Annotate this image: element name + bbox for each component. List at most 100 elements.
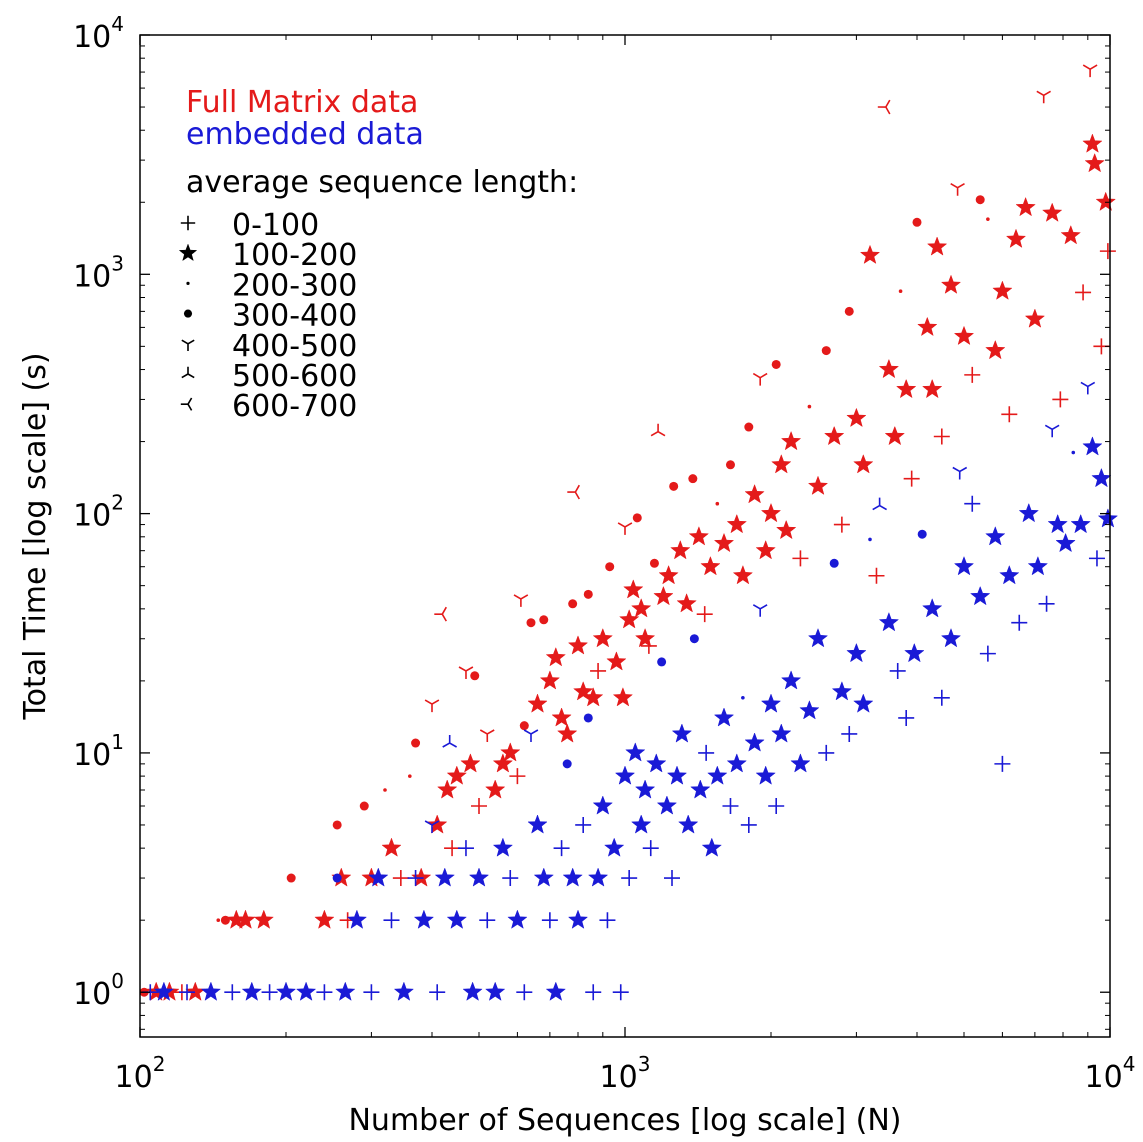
data-point-plus (1011, 614, 1028, 631)
legend-marker-label: 0-100 (232, 208, 319, 243)
data-point-star (539, 670, 561, 690)
legend-marker-label: 600-700 (232, 389, 357, 424)
data-point-star (688, 526, 710, 546)
data-point-star (859, 244, 881, 264)
data-point-circle (583, 589, 593, 599)
data-point-star (922, 598, 943, 618)
data-point-star (606, 651, 627, 671)
data-point-star (545, 646, 566, 667)
data-point-star (527, 693, 548, 713)
data-point-star (241, 981, 262, 1001)
data-point-plus (1088, 550, 1105, 567)
data-point-plus (833, 516, 850, 533)
data-point-star (985, 526, 1006, 546)
y-tick-label: 100 (73, 969, 124, 1012)
data-point-star (631, 598, 652, 618)
data-point-star (1082, 436, 1103, 456)
data-point-star (671, 723, 693, 743)
data-point-plus (933, 428, 950, 445)
data-point-plus (642, 840, 659, 857)
data-point-star (940, 627, 962, 648)
legend-marker-label: 200-300 (232, 268, 357, 303)
data-point-star (755, 539, 776, 560)
data-point-plus (1052, 391, 1069, 408)
axis-ticks: 102 103 104 100 101 102 103 104 (73, 12, 1135, 1095)
data-point-plus (553, 840, 570, 857)
data-point-star (460, 753, 481, 773)
data-point-tri_left (877, 99, 891, 115)
data-point-star (831, 681, 853, 701)
data-point-star (1091, 467, 1112, 488)
data-point-plus (585, 984, 602, 1001)
data-point-star (295, 981, 317, 1001)
data-point-star (824, 425, 845, 446)
data-point-star (335, 981, 356, 1001)
data-point-star (623, 579, 644, 599)
data-point-plus (903, 470, 920, 487)
data-point-star (253, 909, 274, 929)
data-point-plus (599, 912, 616, 929)
data-point-star (1015, 196, 1036, 217)
data-point-star (700, 555, 721, 576)
data-point-star (884, 425, 905, 446)
data-point-star (726, 753, 747, 773)
data-point-point (898, 289, 903, 293)
data-point-star (485, 981, 506, 1001)
data-marks (139, 64, 1119, 1001)
data-point-star (1027, 555, 1049, 576)
data-point-tri_down (1044, 424, 1060, 438)
data-point-star (427, 814, 448, 834)
data-point-star (411, 867, 432, 887)
data-point-star (744, 732, 765, 752)
data-point-star (507, 909, 528, 929)
data-point-plus (363, 984, 380, 1001)
data-point-plus (407, 870, 424, 887)
data-point-tri_up (442, 734, 457, 748)
y-axis-title: Total Time [log scale] (s) (18, 352, 53, 720)
data-point-star (917, 316, 938, 337)
data-point-star (185, 981, 206, 1001)
data-point-star (346, 909, 368, 929)
data-point-plus (640, 637, 657, 654)
x-tick-label: 103 (600, 1052, 651, 1095)
data-point-star (726, 513, 747, 534)
data-point-tri_up (872, 497, 887, 511)
y-tick-label: 104 (73, 12, 124, 55)
data-point-plus (979, 645, 996, 662)
legend-marker-tri_up (181, 366, 195, 379)
data-point-star (1005, 228, 1027, 248)
data-point-star (492, 753, 514, 773)
data-point-plus (740, 816, 757, 833)
legend-marker-circle (183, 309, 193, 318)
data-point-star (653, 585, 674, 606)
data-point-star (953, 555, 975, 576)
data-point-plus (612, 984, 629, 1001)
data-point-tri_down (424, 820, 440, 834)
data-point-plus (994, 755, 1011, 772)
data-point-star (485, 779, 506, 799)
data-point-plus (429, 984, 446, 1001)
data-point-circle (562, 759, 572, 769)
data-point-circle (359, 801, 369, 811)
legend-marker-tri_down (181, 339, 195, 351)
data-point-star (790, 753, 811, 773)
data-point-star (446, 765, 467, 785)
data-point-star (656, 795, 678, 815)
x-tick-label: 102 (115, 1052, 166, 1095)
data-point-star (1055, 532, 1076, 553)
data-point-star (567, 909, 589, 929)
data-point-point (868, 537, 872, 542)
data-point-plus (575, 816, 592, 833)
data-point-circle (821, 346, 831, 356)
data-point-star (807, 475, 829, 495)
data-point-tri_down (950, 183, 965, 196)
data-point-star (701, 837, 722, 857)
data-point-plus (1075, 284, 1092, 301)
data-point-star (678, 814, 699, 834)
data-point-circle (526, 618, 536, 628)
data-point-star (713, 532, 735, 553)
data-point-star (583, 687, 604, 707)
data-point-tri_down (1080, 381, 1096, 395)
data-point-plus (1099, 243, 1116, 260)
